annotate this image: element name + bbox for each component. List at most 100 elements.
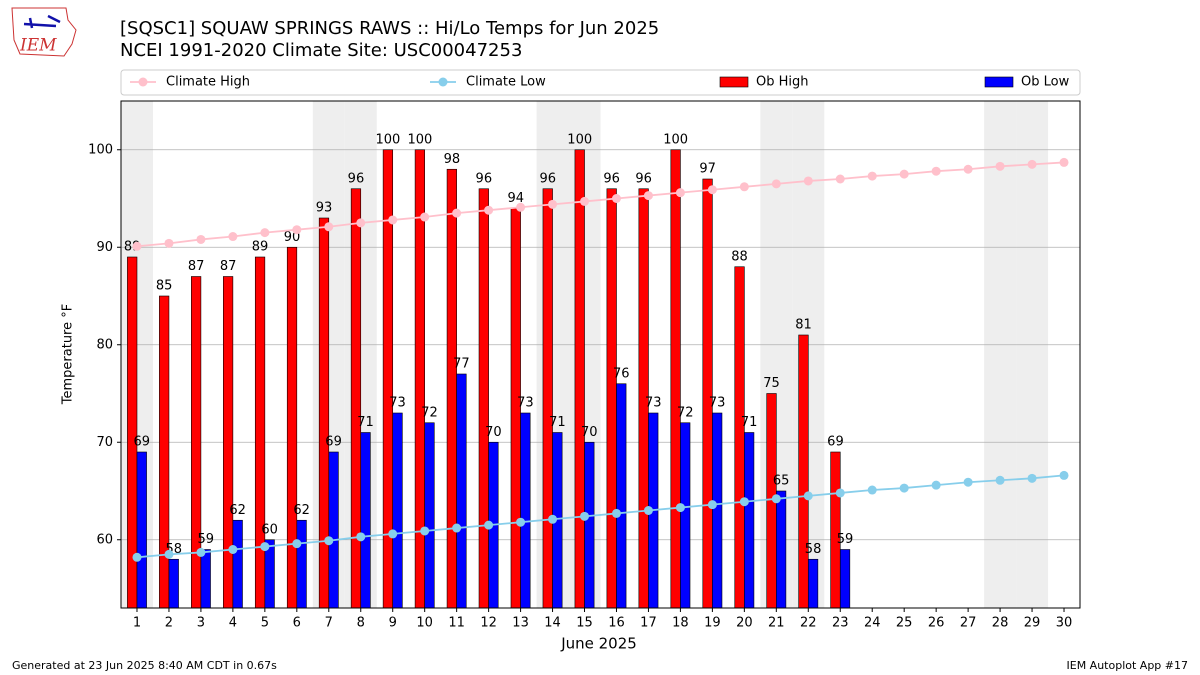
data-label: 73 [645,396,662,411]
marker [643,191,653,201]
bar [670,149,681,609]
bar [200,549,211,609]
bar [159,295,170,609]
bar [392,412,403,609]
bar [520,412,531,609]
data-label: 73 [709,396,726,411]
x-tick-label: 10 [416,616,433,631]
legend-item: Ob High [719,75,809,90]
marker [1027,473,1037,483]
data-label: 72 [677,405,694,420]
bar [478,188,489,609]
bar [830,451,841,609]
bar [424,422,435,609]
marker [164,549,174,559]
data-label: 100 [663,132,688,147]
logo-outline [11,7,77,57]
chart-title: [SQSC1] SQUAW SPRINGS RAWS :: Hi/Lo Temp… [120,18,659,39]
bar [680,422,691,609]
marker [388,529,398,539]
y-tick-label: 70 [96,435,113,450]
x-tick-label: 26 [928,616,945,631]
line [136,474,1065,559]
data-label: 69 [325,435,342,450]
data-label: 97 [699,162,716,177]
y-tick-label: 60 [96,532,113,547]
data-label: 85 [156,279,173,294]
data-label: 71 [741,415,758,430]
x-tick-label: 4 [229,616,237,631]
marker [803,176,813,186]
marker [484,205,494,215]
marker [356,218,366,228]
bar [296,519,307,609]
legend-box [120,69,1081,96]
y-tick-label: 100 [88,142,113,157]
x-tick-label: 27 [960,616,977,631]
x-tick-label: 8 [357,616,365,631]
marker [611,194,621,203]
legend-item: Climate High [130,75,250,90]
x-tick-label: 3 [197,616,205,631]
weekend-band [1016,101,1049,608]
data-label: 96 [348,171,365,186]
bar [456,373,467,609]
bar [222,276,234,609]
weekend-band [984,101,1017,608]
marker [132,241,142,251]
logo: IEM [11,7,77,57]
marker [132,552,142,562]
data-label: 87 [188,259,205,274]
bar [328,451,339,609]
data-label: 65 [773,474,790,489]
bar [734,266,745,609]
data-label: 76 [613,366,630,381]
x-tick-label: 5 [261,616,269,631]
legend-label: Ob High [756,75,809,90]
marker [164,238,174,248]
marker [995,161,1005,171]
x-tick-label: 21 [768,616,785,631]
marker [292,539,302,549]
marker [771,494,781,504]
data-label: 96 [603,171,620,186]
x-tick-label: 12 [480,616,497,631]
marker [835,174,845,184]
data-label: 60 [261,522,278,537]
data-label: 69 [134,435,151,450]
x-tick-label: 9 [389,616,397,631]
marker [228,232,238,242]
bar [318,217,330,609]
x-tick-label: 15 [576,616,593,631]
data-label: 73 [389,396,406,411]
y-axis-label: Temperature °F [61,304,76,405]
marker [580,511,590,521]
marker [516,517,526,527]
data-label: 100 [407,132,432,147]
marker [995,475,1005,485]
bar [360,432,371,609]
marker [675,503,685,513]
marker [803,491,813,501]
logo-text: IEM [19,36,57,56]
logo-icon [23,14,61,29]
data-label: 81 [795,318,812,333]
legend-swatch [984,76,1014,88]
x-tick-label: 14 [544,616,561,631]
x-tick-label: 25 [896,616,913,631]
marker [196,234,206,244]
marker [1059,157,1069,167]
data-label: 62 [229,503,246,518]
bar [839,549,851,609]
x-tick-label: 17 [640,616,657,631]
marker [1059,470,1069,480]
legend-marker [138,77,148,87]
y-tick-label: 90 [96,240,113,255]
x-tick-label: 13 [512,616,529,631]
marker [771,179,781,189]
data-label: 70 [485,425,502,440]
legend-label: Ob Low [1021,75,1070,90]
marker [420,526,430,536]
marker [739,497,749,507]
data-label: 71 [357,415,374,430]
